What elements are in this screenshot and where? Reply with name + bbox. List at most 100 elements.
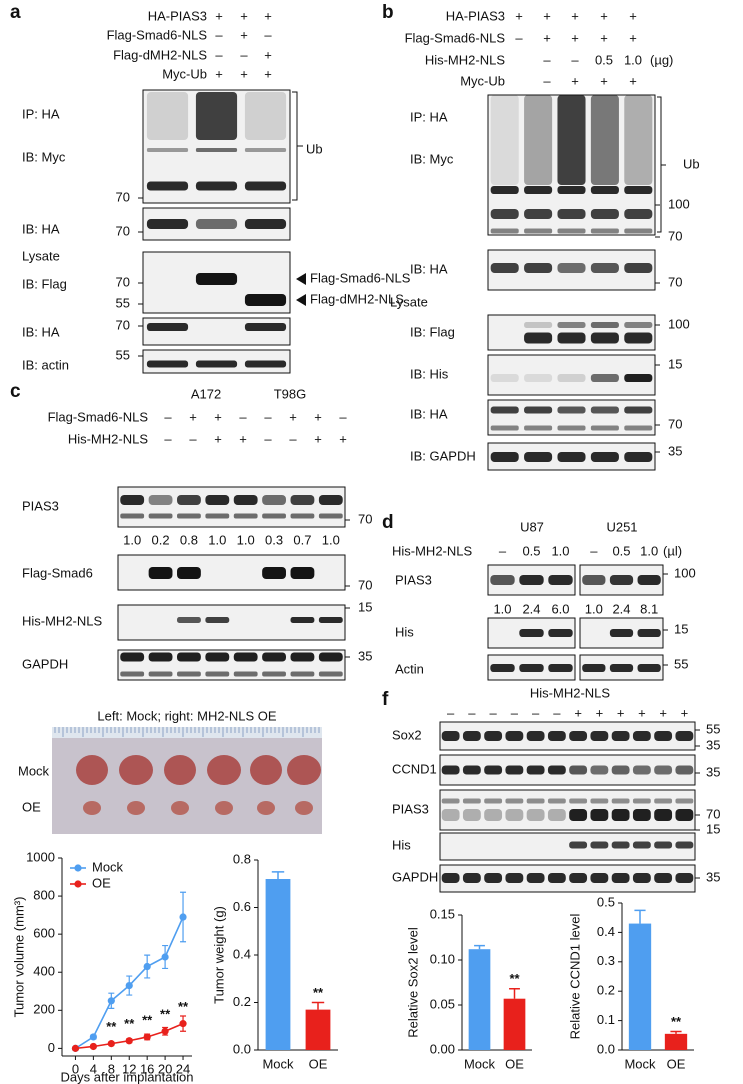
treatment-mark: + xyxy=(314,409,322,424)
mw-marker: 70 xyxy=(116,274,130,289)
treatment-mark: + xyxy=(596,705,604,720)
band xyxy=(590,841,609,849)
band xyxy=(177,513,201,519)
band xyxy=(637,629,661,637)
band xyxy=(582,664,606,672)
blot-label: PIAS3 xyxy=(22,498,59,513)
data-point xyxy=(143,962,151,971)
bracket xyxy=(292,91,303,201)
band xyxy=(624,186,653,194)
blot-label: His xyxy=(392,837,411,852)
y-tick-label: 0.2 xyxy=(597,983,615,998)
quantification: 6.0 xyxy=(551,601,569,616)
band xyxy=(624,209,653,219)
significance: ** xyxy=(671,1014,682,1029)
band xyxy=(624,425,653,431)
band xyxy=(146,92,189,140)
treatment-mark: + xyxy=(600,73,608,88)
band xyxy=(569,873,588,883)
tumor xyxy=(295,801,313,815)
y-axis-label: Tumor weight (g) xyxy=(211,906,226,1004)
blot xyxy=(439,754,696,786)
band xyxy=(490,374,519,382)
data-point xyxy=(143,1033,151,1041)
band xyxy=(441,809,460,821)
treatment-mark: + xyxy=(215,8,223,23)
band xyxy=(611,798,630,804)
band xyxy=(262,567,286,579)
band xyxy=(490,664,515,672)
treatment-mark: – xyxy=(164,431,172,446)
band xyxy=(490,406,519,414)
treatment-mark: 1.0 xyxy=(551,543,569,558)
treatment-mark: + xyxy=(214,409,222,424)
band xyxy=(548,664,573,672)
band xyxy=(654,809,673,821)
photo-title: Left: Mock; right: MH2-NLS OE xyxy=(97,708,276,723)
band xyxy=(557,406,586,414)
quantification: 1.0 xyxy=(585,601,603,616)
arrowhead xyxy=(296,273,306,285)
panel-letter: c xyxy=(10,381,21,402)
band xyxy=(632,798,651,804)
band xyxy=(233,652,258,662)
band xyxy=(290,567,315,579)
band xyxy=(519,629,544,637)
band xyxy=(526,798,545,804)
band xyxy=(524,209,553,219)
quantification: 2.4 xyxy=(522,601,540,616)
y-axis-label: Tumor volume (mm³) xyxy=(11,897,26,1018)
treatment-mark: + xyxy=(240,27,248,42)
band xyxy=(524,228,553,234)
treatment-label: Flag-Smad6-NLS xyxy=(48,409,149,424)
treatment-label: Flag-Smad6-NLS xyxy=(107,27,208,42)
band xyxy=(233,513,258,519)
band xyxy=(177,495,201,505)
x-tick-label: 16 xyxy=(140,1061,154,1076)
bar xyxy=(664,1033,688,1050)
treatment-mark: – xyxy=(515,30,523,45)
band xyxy=(262,495,286,505)
section-label: Lysate xyxy=(390,294,428,309)
band xyxy=(609,575,634,585)
mw-marker: 15 xyxy=(358,599,372,614)
mw-marker: 70 xyxy=(116,317,130,332)
bar xyxy=(503,998,526,1050)
x-tick-label: 0 xyxy=(72,1061,79,1076)
y-tick-label: 0.1 xyxy=(597,1012,615,1027)
band xyxy=(146,181,189,191)
band xyxy=(526,765,545,775)
blot xyxy=(439,721,696,751)
y-tick-label: 0.3 xyxy=(597,953,615,968)
band xyxy=(441,765,460,775)
treatment-mark: + xyxy=(600,30,608,45)
treatment-mark: – xyxy=(499,543,507,558)
treatment-mark: + xyxy=(571,30,579,45)
blot-label: IB: Flag xyxy=(410,324,455,339)
band xyxy=(590,809,609,821)
dose-unit: (µg) xyxy=(650,52,673,67)
x-tick-label: 24 xyxy=(176,1061,190,1076)
band xyxy=(611,841,630,849)
blot xyxy=(117,486,346,528)
arrow-label: Flag-Smad6-NLS xyxy=(310,270,411,285)
y-tick-label: 400 xyxy=(33,964,55,979)
band xyxy=(244,294,287,306)
data-point xyxy=(107,1040,115,1048)
treatment-label: Myc-Ub xyxy=(162,66,207,81)
quantification: 0.2 xyxy=(152,532,170,547)
band xyxy=(484,765,503,775)
band xyxy=(233,495,258,505)
tumor xyxy=(83,801,101,815)
blot-label: IB: Myc xyxy=(22,149,66,164)
data-point xyxy=(161,953,169,961)
band xyxy=(547,798,566,804)
blot-label: GAPDH xyxy=(392,869,438,884)
band xyxy=(582,575,606,585)
band xyxy=(205,671,230,677)
significance: ** xyxy=(509,971,520,986)
significance: ** xyxy=(160,1007,171,1022)
band xyxy=(244,181,287,191)
treatment-mark: 1.0 xyxy=(640,543,658,558)
treatment-mark: – xyxy=(164,409,172,424)
